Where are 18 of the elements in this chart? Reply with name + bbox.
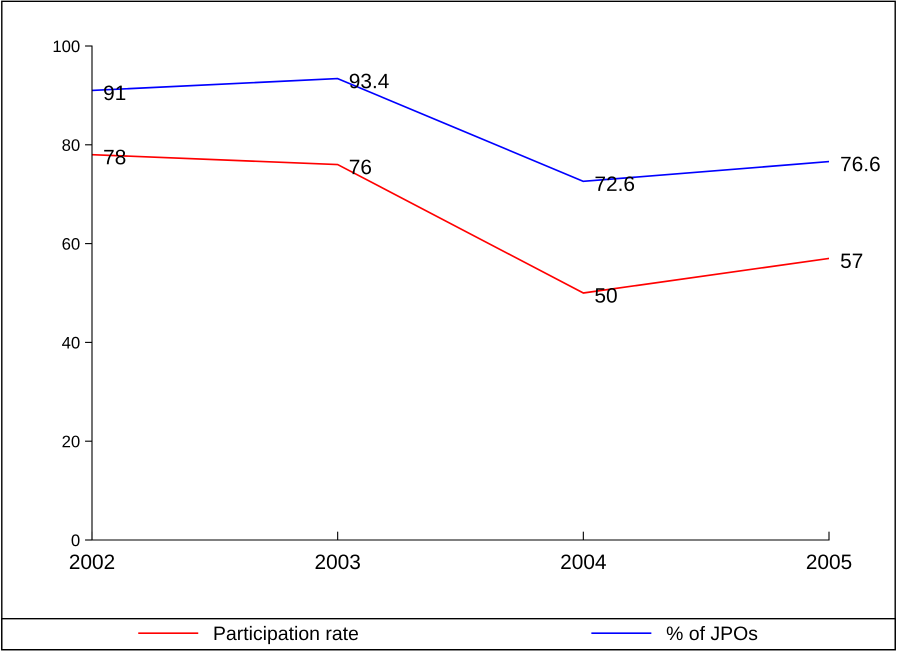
- legend-label: % of JPOs: [666, 626, 758, 640]
- y-tick-label: 0: [72, 534, 80, 546]
- data-label: 72.6: [596, 176, 634, 192]
- y-tick-label: 40: [62, 336, 80, 349]
- data-label: 76.6: [841, 156, 880, 172]
- data-label: 93.4: [350, 74, 389, 88]
- data-label: 57: [840, 254, 862, 268]
- x-tick-label: 2004: [561, 554, 606, 570]
- data-label: 50: [595, 288, 617, 303]
- y-tick-label: 20: [62, 436, 80, 448]
- y-tick-label: 100: [54, 40, 80, 52]
- y-tick-label: 80: [62, 139, 80, 152]
- x-tick-label: 2005: [806, 554, 852, 570]
- y-tick-label: 60: [62, 238, 80, 250]
- legend-label: Participation rate: [214, 626, 358, 644]
- data-label: 76: [350, 160, 372, 174]
- x-tick-label: 2003: [316, 554, 360, 570]
- x-tick-label: 2002: [70, 554, 114, 570]
